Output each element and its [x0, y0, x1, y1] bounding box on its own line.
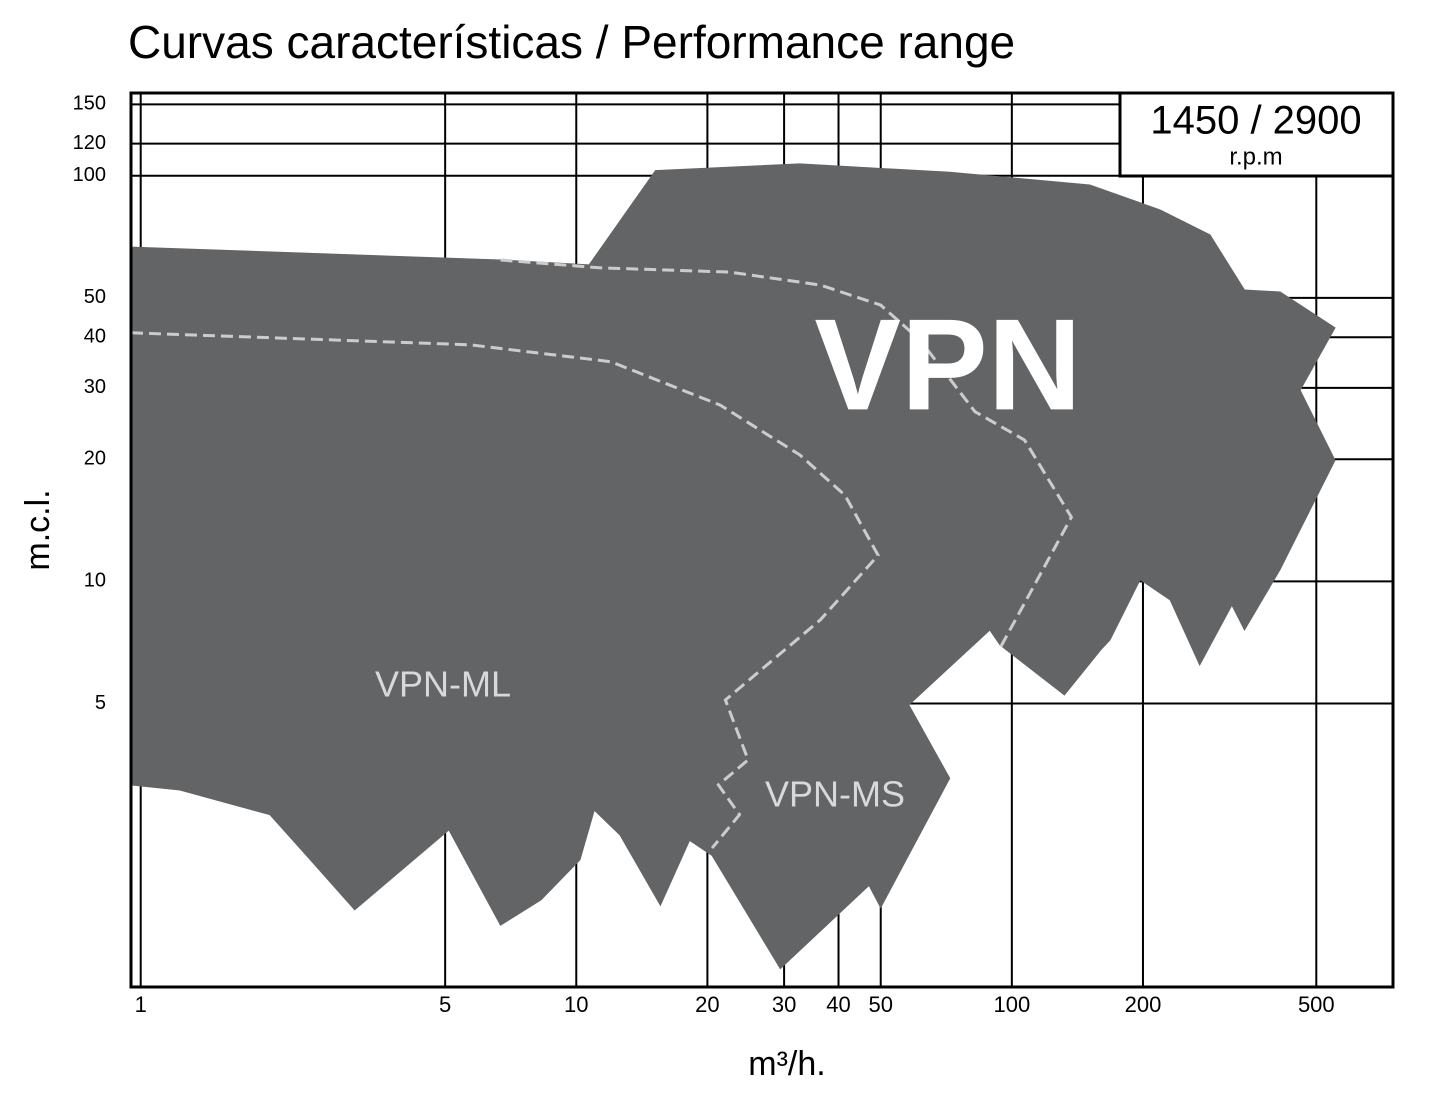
x-tick-label: 100 [993, 992, 1030, 1017]
x-tick-label: 30 [772, 992, 796, 1017]
x-tick-label: 500 [1298, 992, 1335, 1017]
boundary-line [130, 331, 880, 850]
region-label: VPN-ML [375, 664, 511, 705]
y-tick-label: 120 [73, 132, 106, 154]
y-tick-label: 5 [95, 692, 106, 714]
x-axis-label: m³/h. [748, 1045, 825, 1083]
x-tick-label: 10 [564, 992, 588, 1017]
y-tick-label: 30 [84, 376, 106, 398]
x-tick-label: 40 [826, 992, 850, 1017]
region-label: VPN [814, 291, 1081, 437]
y-tick-label: 20 [84, 448, 106, 470]
x-tick-label: 50 [868, 992, 892, 1017]
plot-frame [129, 91, 1395, 989]
y-tick-label: 10 [84, 570, 106, 592]
plot-area [130, 163, 1336, 970]
y-tick-label: 150 [73, 93, 106, 115]
x-tick-label: 1 [135, 992, 147, 1017]
speed-box [1118, 91, 1395, 178]
y-axis-label: m.c.l. [19, 489, 57, 570]
performance-region [130, 163, 1336, 970]
x-tick-label: 20 [695, 992, 719, 1017]
region-label: VPN-MS [765, 774, 905, 815]
speed: 1450 / 2900 [1150, 99, 1361, 143]
boundary-line [500, 258, 1074, 649]
y-tick-label: 40 [84, 325, 106, 347]
y-tick-label: 50 [84, 286, 106, 308]
x-tick-label: 5 [439, 992, 451, 1017]
y-tick-label: 100 [73, 164, 106, 186]
chart-title: Curvas características / Performance ran… [128, 16, 1015, 68]
x-tick-label: 200 [1125, 992, 1162, 1017]
speed-unit: r.p.m [1229, 143, 1282, 170]
